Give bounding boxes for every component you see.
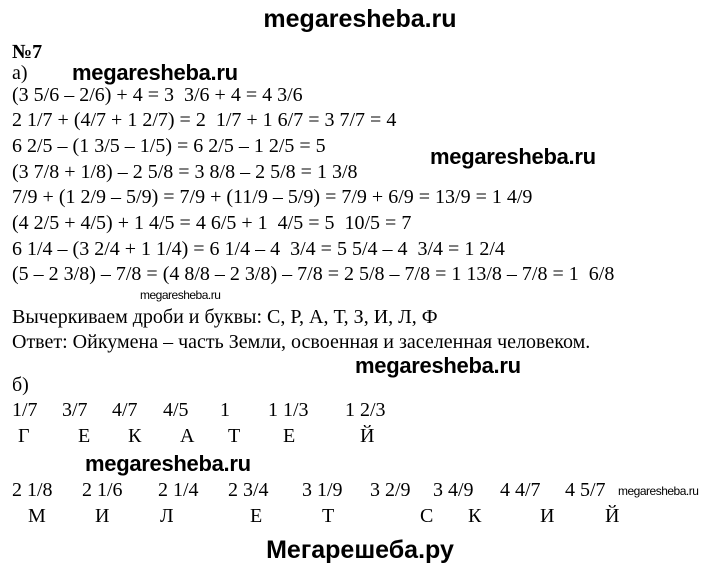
watermark: megaresheba.ru bbox=[355, 353, 521, 378]
fraction: 2 3/4 bbox=[228, 479, 269, 501]
letter: А bbox=[180, 425, 195, 447]
fraction: 4/7 bbox=[112, 399, 138, 421]
letter: М bbox=[28, 505, 46, 527]
fraction: 1 2/3 bbox=[345, 399, 386, 421]
letter: С bbox=[420, 505, 434, 527]
letter: Л bbox=[160, 505, 174, 527]
letter: Т bbox=[322, 505, 335, 527]
site-header: megaresheba.ru bbox=[263, 5, 457, 33]
fraction: 3 2/9 bbox=[370, 479, 411, 501]
fraction: 1/7 bbox=[12, 399, 38, 421]
letter: Г bbox=[18, 425, 30, 447]
fraction: 3/7 bbox=[62, 399, 88, 421]
watermark: megaresheba.ru bbox=[85, 451, 251, 476]
equation-line: 2 1/7 + (4/7 + 1 2/7) = 2 1/7 + 1 6/7 = … bbox=[12, 109, 397, 131]
letter: Е bbox=[283, 425, 296, 447]
fraction: 2 1/4 bbox=[158, 479, 199, 501]
watermark: megaresheba.ru bbox=[430, 144, 596, 169]
equation-line: 7/9 + (1 2/9 – 5/9) = 7/9 + (11/9 – 5/9)… bbox=[12, 186, 533, 208]
equation-line: (5 – 2 3/8) – 7/8 = (4 8/8 – 2 3/8) – 7/… bbox=[12, 263, 615, 285]
letter: Е bbox=[250, 505, 263, 527]
letter: И bbox=[95, 505, 110, 527]
letter: К bbox=[468, 505, 482, 527]
equation-line: 6 2/5 – (1 3/5 – 1/5) = 6 2/5 – 1 2/5 = … bbox=[12, 135, 326, 157]
cross-out-text: Вычеркиваем дроби и буквы: С, Р, А, Т, З… bbox=[12, 306, 438, 328]
equation-line: 6 1/4 – (3 2/4 + 1 1/4) = 6 1/4 – 4 3/4 … bbox=[12, 238, 505, 260]
equation-line: (3 5/6 – 2/6) + 4 = 3 3/6 + 4 = 4 3/6 bbox=[12, 84, 303, 106]
letter: Й bbox=[360, 425, 375, 447]
equation-line: (3 7/8 + 1/8) – 2 5/8 = 3 8/8 – 2 5/8 = … bbox=[12, 161, 358, 183]
part-a-label: а) bbox=[12, 62, 28, 84]
fraction: 1 bbox=[220, 399, 230, 421]
fraction: 4 5/7 bbox=[565, 479, 606, 501]
task-number: №7 bbox=[12, 41, 43, 63]
letter: И bbox=[540, 505, 555, 527]
letter: Е bbox=[78, 425, 91, 447]
part-b-label: б) bbox=[12, 374, 29, 396]
watermark: megaresheba.ru bbox=[140, 288, 221, 302]
letter: К bbox=[128, 425, 142, 447]
answer-text: Ответ: Ойкумена – часть Земли, освоенная… bbox=[12, 331, 591, 353]
watermark: megaresheba.ru bbox=[618, 484, 699, 498]
fraction: 2 1/6 bbox=[82, 479, 123, 501]
letter: Й bbox=[605, 505, 620, 527]
fraction: 3 4/9 bbox=[433, 479, 474, 501]
letter: Т bbox=[228, 425, 241, 447]
fraction: 3 1/9 bbox=[302, 479, 343, 501]
equation-line: (4 2/5 + 4/5) + 1 4/5 = 4 6/5 + 1 4/5 = … bbox=[12, 212, 412, 234]
fraction: 4 4/7 bbox=[500, 479, 541, 501]
watermark: megaresheba.ru bbox=[72, 60, 238, 85]
fraction: 2 1/8 bbox=[12, 479, 53, 501]
fraction: 1 1/3 bbox=[268, 399, 309, 421]
site-footer: Мегарешеба.ру bbox=[266, 536, 454, 564]
fraction: 4/5 bbox=[163, 399, 189, 421]
